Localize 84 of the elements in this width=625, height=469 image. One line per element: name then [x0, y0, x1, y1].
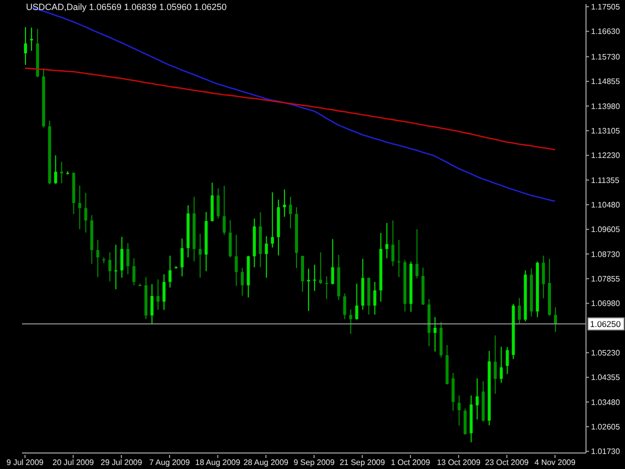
candlestick [222, 185, 226, 236]
candlestick [126, 242, 130, 275]
x-tick-label: 9 Sep 2009 [294, 458, 336, 467]
y-tick-label: 1.15730 [591, 52, 620, 62]
ref-line-label: 1.06250 [590, 318, 621, 329]
x-tick-label: 13 Oct 2009 [436, 458, 481, 467]
candlestick [355, 283, 358, 320]
y-tick-label: 1.07855 [591, 274, 620, 284]
candlestick [150, 284, 154, 324]
x-tick-label: 20 Jul 2009 [52, 458, 94, 467]
candlestick [108, 252, 112, 282]
candlestick [240, 267, 244, 296]
candlestick [319, 252, 322, 285]
candlestick [391, 220, 394, 267]
candlestick [270, 192, 274, 248]
candlestick [325, 276, 328, 300]
candlestick [434, 316, 437, 352]
candlestick [518, 297, 521, 324]
y-tick-label: 1.02605 [591, 422, 620, 432]
candlestick [198, 233, 202, 278]
candlestick [476, 378, 479, 420]
candlestick [24, 26, 27, 66]
x-tick-label: 21 Sep 2009 [340, 458, 386, 467]
candlestick [313, 264, 316, 292]
candlestick [234, 234, 238, 286]
candlestick [120, 236, 124, 278]
candlestick [307, 268, 310, 312]
candlestick [54, 154, 58, 184]
y-tick-label: 1.03480 [591, 398, 620, 407]
candlestick [132, 258, 136, 286]
x-tick-label: 18 Aug 2009 [195, 458, 241, 467]
candlestick [542, 255, 545, 299]
candlestick [168, 255, 172, 288]
y-tick-label: 1.13980 [591, 102, 620, 111]
y-tick-label: 1.01730 [591, 447, 620, 456]
y-tick-label: 1.12230 [591, 151, 620, 160]
y-tick-label: 1.16630 [591, 27, 620, 36]
x-tick-label: 29 Jul 2009 [100, 458, 143, 467]
candlestick [458, 395, 461, 426]
y-tick-label: 1.04355 [591, 373, 620, 382]
candlestick [282, 188, 286, 218]
x-tick-label: 28 Aug 2009 [243, 458, 289, 467]
y-tick-label: 1.17505 [591, 2, 620, 12]
chart-title: USDCAD,Daily 1.06569 1.06839 1.05960 1.06250 [26, 2, 227, 12]
candlestick [60, 161, 64, 184]
y-tick-label: 1.14855 [591, 77, 620, 86]
x-tick-label: 9 Jul 2009 [6, 458, 44, 467]
candlestick [500, 346, 503, 384]
candlestick [180, 238, 184, 277]
x-tick-label: 1 Oct 2009 [390, 458, 431, 467]
candlestick [96, 239, 100, 278]
candlestick [331, 238, 334, 285]
candlestick [554, 306, 557, 333]
y-tick-label: 1.13105 [591, 126, 620, 136]
candlestick [84, 192, 88, 234]
candlestick [30, 27, 34, 52]
x-tick-label: 7 Aug 2009 [149, 458, 190, 467]
candlestick [288, 196, 292, 229]
x-tick-label: 4 Nov 2009 [534, 458, 576, 467]
candlestick [494, 334, 497, 394]
y-tick-label: 1.08730 [591, 250, 620, 259]
candlestick [114, 244, 118, 290]
candlestick [385, 222, 388, 259]
y-tick-label: 1.05230 [591, 348, 620, 358]
y-tick-label: 1.09605 [591, 225, 620, 234]
candlestick [452, 372, 455, 412]
x-tick-label: 23 Oct 2009 [485, 458, 530, 467]
candlestick [464, 408, 467, 436]
candlestick [78, 185, 82, 230]
candlestick [343, 292, 346, 320]
candlestick [216, 188, 220, 219]
candlestick [264, 236, 268, 278]
candlestick [156, 278, 160, 310]
candlestick [162, 274, 166, 310]
candlestick [506, 346, 509, 375]
y-tick-label: 1.06980 [591, 299, 620, 308]
candlestick [349, 308, 352, 334]
line-series [24, 68, 556, 150]
candlestick [415, 228, 418, 279]
y-tick-label: 1.11355 [591, 176, 620, 185]
candlestick [373, 281, 376, 316]
candlestick [397, 239, 400, 278]
y-tick-label: 1.10480 [591, 200, 620, 210]
candlestick [228, 220, 232, 258]
